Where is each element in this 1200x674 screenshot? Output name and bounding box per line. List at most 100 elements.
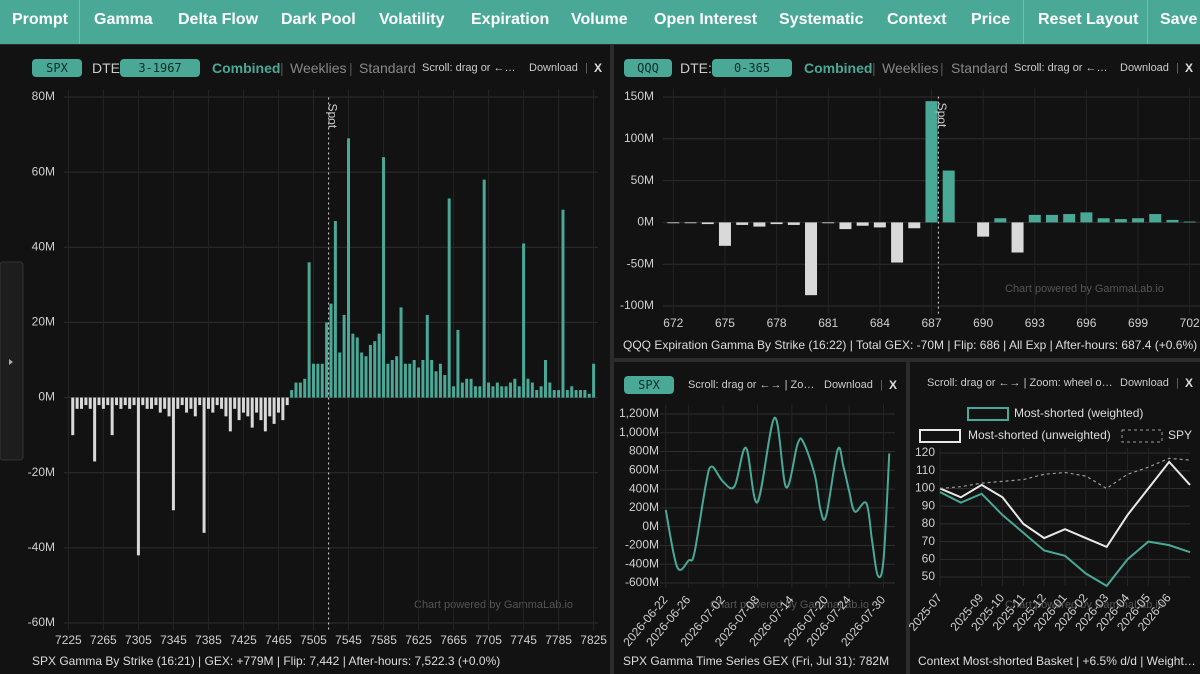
nav-item[interactable]: Reset Layout <box>1038 11 1139 28</box>
close-button[interactable]: X <box>594 61 603 75</box>
separator: | <box>349 60 353 76</box>
bar <box>557 390 561 398</box>
nav-bar: Prompt Gamma Delta Flow Dark Pool Volatility… <box>0 0 1200 44</box>
bar <box>290 390 294 398</box>
bar <box>408 363 412 398</box>
x-tick-label: 7385 <box>195 633 222 647</box>
nav-item[interactable]: Gamma <box>94 11 153 28</box>
bar <box>281 397 285 421</box>
download-button[interactable]: Download <box>529 62 578 74</box>
x-tick-label: 675 <box>715 316 735 330</box>
bar <box>110 397 114 436</box>
bar <box>285 397 289 406</box>
download-button[interactable]: Download <box>1120 377 1169 389</box>
bar <box>71 397 75 436</box>
bar <box>1080 212 1093 223</box>
bar <box>198 397 202 406</box>
bar <box>504 386 508 398</box>
mode-toggle[interactable]: Weeklies <box>290 60 347 76</box>
close-button[interactable]: X <box>1185 61 1194 75</box>
nav-item[interactable]: Delta Flow <box>178 11 259 28</box>
bar <box>158 397 162 413</box>
bar <box>753 222 766 227</box>
bar <box>736 222 749 225</box>
bar <box>360 352 364 398</box>
download-button[interactable]: Download <box>1120 62 1169 74</box>
separator: | <box>880 379 883 391</box>
separator: | <box>1176 62 1179 74</box>
bar <box>1063 214 1076 223</box>
bar <box>1011 222 1024 253</box>
bar <box>839 222 852 230</box>
bar <box>535 390 539 398</box>
symbol-badge[interactable]: SPX <box>624 376 674 394</box>
legend-label: Most-shorted (weighted) <box>1014 406 1143 420</box>
bar <box>325 322 329 398</box>
nav-item[interactable]: Open Interest <box>654 11 758 28</box>
bar <box>856 222 869 226</box>
y-tick-label: -20M <box>28 465 55 479</box>
legend-swatch <box>1121 429 1163 443</box>
nav-item[interactable]: Price <box>971 11 1011 28</box>
bar <box>403 363 407 398</box>
nav-item[interactable]: Context <box>887 11 947 28</box>
mode-toggle[interactable]: Weeklies <box>882 60 939 76</box>
legend-label: SPY <box>1168 428 1192 442</box>
bar <box>425 314 429 398</box>
bar <box>570 386 574 398</box>
download-button[interactable]: Download <box>824 379 873 391</box>
mode-toggle[interactable]: Combined <box>804 60 873 76</box>
spot-label: Spot <box>325 104 339 129</box>
close-button[interactable]: X <box>889 378 898 392</box>
bar <box>539 386 543 398</box>
nav-item[interactable]: Volatility <box>379 11 445 28</box>
symbol-badge[interactable]: QQQ <box>624 59 672 77</box>
close-button[interactable]: X <box>1185 376 1194 390</box>
bar <box>478 386 482 398</box>
nav-item[interactable]: Dark Pool <box>281 11 356 28</box>
mode-toggle[interactable]: Standard <box>951 60 1008 76</box>
bar <box>517 386 521 398</box>
x-tick-label: 7265 <box>90 633 117 647</box>
bar <box>93 397 97 462</box>
nav-item[interactable]: Expiration <box>471 11 550 28</box>
line-series <box>664 416 891 579</box>
nav-item[interactable]: Prompt <box>12 11 68 28</box>
bar <box>171 397 175 511</box>
symbol-badge[interactable]: SPX <box>32 59 82 77</box>
bar <box>552 390 556 398</box>
bar <box>364 356 368 398</box>
bar <box>303 378 307 398</box>
bar <box>342 314 346 398</box>
dte-badge[interactable]: 0-365 <box>712 59 792 77</box>
bar <box>434 371 438 398</box>
bar <box>97 397 101 406</box>
nav-item[interactable]: Systematic <box>779 11 864 28</box>
bar <box>259 397 263 421</box>
x-tick-label: 699 <box>1128 316 1148 330</box>
line-series <box>939 457 1191 490</box>
bar <box>469 378 473 398</box>
x-tick-label: 7505 <box>300 633 327 647</box>
bar <box>487 382 491 398</box>
y-tick-label: 150M <box>624 89 654 103</box>
separator: | <box>940 60 944 76</box>
x-tick-label: 684 <box>870 316 890 330</box>
nav-item[interactable]: Volume <box>571 11 628 28</box>
mode-toggle[interactable]: Combined <box>212 60 281 76</box>
dte-label: DTE: <box>92 60 124 76</box>
bar <box>276 397 280 413</box>
separator: | <box>1176 377 1179 389</box>
y-tick-label: -400M <box>625 556 659 570</box>
bar <box>338 352 342 398</box>
bar <box>167 397 171 417</box>
bar <box>150 397 154 409</box>
panel <box>614 45 1200 358</box>
nav-item[interactable]: Save <box>1160 11 1198 28</box>
y-tick-label: 80 <box>922 516 936 530</box>
dte-badge[interactable]: 3-1967 <box>120 59 200 77</box>
mode-toggle[interactable]: Standard <box>359 60 416 76</box>
y-tick-label: 0M <box>38 390 55 404</box>
bar <box>263 397 267 432</box>
